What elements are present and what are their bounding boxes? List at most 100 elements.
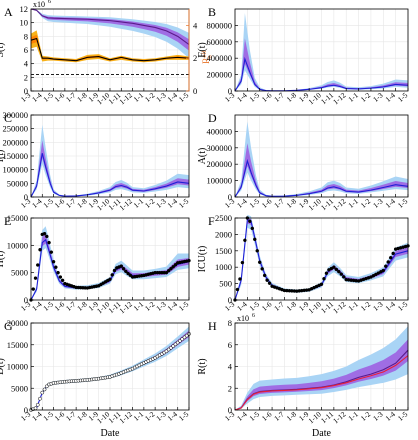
- obs-marker: [319, 282, 324, 287]
- y-tick-label: 300000: [3, 110, 29, 120]
- ci-band-inner: [31, 233, 189, 300]
- obs-marker: [253, 237, 257, 242]
- y-tick-label: 200000: [207, 70, 233, 80]
- obs-marker: [391, 251, 395, 256]
- obs-marker: [42, 387, 47, 392]
- y-tick-label: 0: [228, 192, 232, 202]
- y-tick-label: 4: [228, 362, 233, 372]
- panel-letter: D: [208, 111, 217, 125]
- x-tick-label: 1-12: [331, 299, 348, 315]
- y2-tick-label: 0: [193, 86, 197, 96]
- y-tick-label: 10000: [7, 240, 28, 250]
- obs-marker: [38, 247, 42, 252]
- panel-g: 050001000015000200001-31-41-51-61-71-81-…: [0, 318, 191, 425]
- obs-marker: [171, 265, 175, 269]
- obs-marker: [257, 260, 262, 265]
- y-tick-label: 1500: [215, 246, 232, 256]
- obs-marker: [60, 278, 65, 283]
- x-axis-label: Date: [312, 428, 331, 439]
- y-exponent-power: 6: [252, 313, 255, 319]
- y-tick-label: 150000: [3, 151, 29, 161]
- obs-marker: [45, 234, 49, 239]
- panel-letter: E: [4, 214, 11, 228]
- obs-marker: [267, 281, 272, 285]
- obs-marker: [243, 238, 247, 243]
- obs-marker: [58, 275, 63, 279]
- y-exponent-label: x10: [33, 0, 45, 9]
- y-tick-label: 2500: [215, 213, 232, 223]
- y-tick-label: 5000: [11, 268, 28, 278]
- obs-marker: [240, 260, 245, 265]
- y-tick-label: 12: [20, 4, 29, 14]
- y-tick-label: 0: [228, 405, 232, 415]
- obs-marker: [51, 259, 56, 264]
- obs-marker: [38, 396, 42, 401]
- obs-marker: [384, 264, 388, 268]
- series-line: [234, 355, 409, 411]
- obs-marker: [35, 402, 40, 407]
- obs-marker: [128, 273, 133, 278]
- obs-marker: [322, 276, 326, 281]
- y-tick-label: 50000: [7, 178, 28, 188]
- obs-marker: [386, 260, 390, 264]
- y-axis-label: S(t): [0, 43, 6, 58]
- y-tick-label: 200000: [207, 159, 233, 169]
- obs-marker: [164, 270, 169, 275]
- obs-marker: [110, 273, 115, 277]
- series-line: [30, 8, 190, 45]
- y-tick-label: 600000: [207, 37, 233, 47]
- obs-marker: [112, 268, 117, 273]
- y2-label-sup: eff: [201, 50, 208, 58]
- y-tick-label: 15000: [7, 213, 28, 223]
- obs-marker: [235, 287, 240, 292]
- series-line: [30, 153, 190, 198]
- x-tick-label: 1-5: [177, 196, 191, 209]
- y-axis-label: E(t): [197, 42, 208, 58]
- x-tick-label: 1-12: [331, 409, 348, 425]
- panel-letter: G: [4, 319, 13, 333]
- y-tick-label: 0: [24, 86, 28, 96]
- y-tick-label: 100000: [207, 176, 233, 186]
- x-tick-label: 1-5: [177, 409, 191, 422]
- x-tick-label: 1-5: [177, 90, 191, 103]
- obs-marker: [47, 240, 51, 245]
- obs-marker: [54, 265, 58, 269]
- obs-marker: [381, 268, 386, 273]
- y-tick-label: 8: [228, 318, 232, 328]
- series-line: [234, 158, 409, 198]
- y2-tick-label: 2: [193, 53, 197, 63]
- x-axis-label: Date: [101, 428, 120, 439]
- obs-marker: [255, 249, 259, 253]
- series-line: [30, 37, 190, 62]
- panel-d: 01000002000003000004000001-31-41-51-61-7…: [197, 111, 409, 212]
- y-axis-label: D(t): [0, 358, 6, 375]
- y2-label-main: R: [202, 57, 212, 64]
- obs-marker: [341, 275, 346, 279]
- y-tick-label: 15000: [7, 340, 28, 350]
- y-tick-label: 250000: [3, 124, 29, 134]
- y-tick-label: 0: [24, 405, 28, 415]
- obs-marker: [31, 287, 36, 291]
- obs-marker: [49, 250, 54, 254]
- obs-marker: [238, 277, 242, 281]
- y-tick-label: 200000: [3, 137, 29, 147]
- y-axis-label: H(t): [0, 251, 6, 268]
- y2-tick-label: 4: [193, 20, 198, 30]
- panel-letter: B: [208, 5, 216, 19]
- y2-label-sub: 0: [207, 55, 214, 58]
- y-tick-label: 2: [24, 72, 28, 82]
- ci-band-outer: [235, 13, 408, 92]
- ci-band-outer: [235, 121, 408, 197]
- obs-marker: [33, 276, 38, 280]
- x-tick-label: 1-5: [177, 299, 191, 312]
- obs-marker: [121, 266, 126, 271]
- y-exponent-power: 6: [48, 0, 51, 5]
- y-tick-label: 2: [228, 383, 232, 393]
- y-axis-label: I(t): [0, 150, 6, 163]
- obs-marker: [248, 219, 252, 224]
- ci-band-outer: [31, 226, 189, 300]
- obs-marker: [324, 271, 329, 275]
- x-tick-label: 1-5: [396, 90, 410, 103]
- panel-h: 024681-31-41-51-61-71-81-91-101-111-121-…: [197, 313, 409, 425]
- obs-marker: [265, 278, 269, 282]
